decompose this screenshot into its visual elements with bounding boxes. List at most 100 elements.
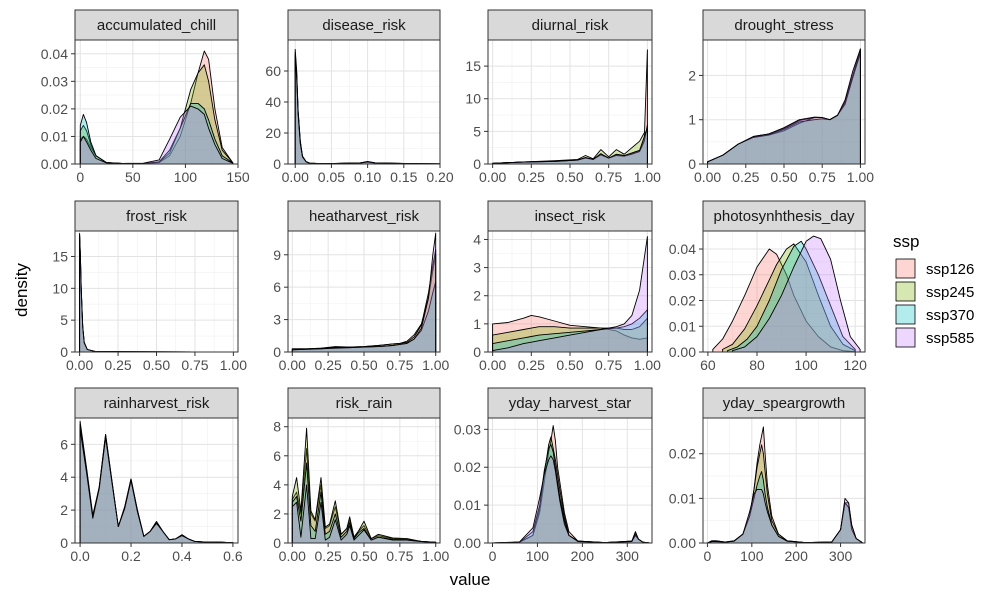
x-tick-label: 60 (700, 357, 716, 373)
facet-strip-label: disease_risk (322, 17, 406, 34)
facet-strip-label: insect_risk (535, 208, 606, 225)
x-tick-label: 50 (125, 169, 141, 185)
x-tick-label: 0.50 (143, 357, 170, 373)
x-tick-label: 0.75 (181, 357, 208, 373)
y-tick-label: 2 (473, 288, 481, 304)
legend-label: ssp126 (926, 261, 974, 278)
x-tick-label: 0.00 (479, 169, 506, 185)
y-tick-label: 0.01 (454, 497, 481, 513)
legend-item-ssp370: ssp370 (895, 304, 974, 325)
density-area-ssp245 (722, 243, 856, 353)
density-area-ssp585 (291, 484, 437, 544)
x-tick-label: 0.00 (279, 548, 306, 564)
x-tick-label: 0.00 (279, 357, 306, 373)
density-area-ssp126 (79, 50, 234, 165)
density-area-ssp585 (79, 105, 234, 165)
y-tick-label: 0.00 (454, 535, 481, 551)
density-area-ssp245 (291, 427, 437, 544)
panel-border (702, 230, 866, 353)
x-tick-label: 0.50 (770, 169, 797, 185)
panel-border (702, 39, 866, 165)
legend-item-ssp126: ssp126 (895, 258, 974, 279)
y-tick-label: 6 (273, 279, 281, 295)
density-area-ssp585 (291, 232, 437, 353)
facet-yday_harvest_star: yday_harvest_star 0 100 200 300 0.00 0.01 0.02 0… (454, 387, 653, 564)
x-tick-label: 0.25 (518, 357, 545, 373)
y-tick-label: 0.02 (41, 101, 68, 117)
panel-border (287, 417, 441, 544)
facet-strip (487, 387, 653, 419)
x-tick-label: 1.00 (634, 357, 661, 373)
legend-item-ssp585: ssp585 (895, 327, 974, 348)
facet-insect_risk: insect_risk 0.00 0.25 0.50 0.75 1.00 0 1 2 3 4 (473, 200, 661, 373)
density-area-ssp585 (706, 488, 864, 544)
y-tick-label: 0.03 (669, 267, 696, 283)
x-tick-label: 0.25 (104, 357, 131, 373)
y-tick-label: 9 (273, 247, 281, 263)
x-tick-label: 0.00 (479, 357, 506, 373)
x-axis-title: value (450, 570, 491, 589)
legend-key-background (895, 281, 916, 302)
y-tick-label: 1 (473, 316, 481, 332)
y-tick-label: 0 (60, 535, 68, 551)
y-tick-label: 4 (60, 469, 68, 485)
density-area-ssp370 (727, 240, 856, 353)
y-tick-label: 0 (273, 156, 281, 172)
facet-strip-label: yday_harvest_star (509, 395, 632, 412)
legend-key-swatch (895, 258, 916, 279)
y-tick-label: 1 (688, 112, 696, 128)
facet-accumulated_chill: accumulated_chill 0 50 100 150 0.00 0.01 0.02 0.… (41, 9, 250, 185)
y-tick-label: 0.01 (41, 128, 68, 144)
density-area-ssp245 (291, 248, 437, 353)
legend-key-swatch (895, 281, 916, 302)
legend-key-background (895, 258, 916, 279)
facet-strip (287, 9, 441, 41)
x-tick-label: 300 (829, 548, 853, 564)
density-area-ssp585 (492, 455, 651, 544)
y-tick-label: 0.02 (454, 459, 481, 475)
x-tick-label: 200 (785, 548, 809, 564)
density-area-ssp126 (712, 248, 856, 353)
legend-item-ssp245: ssp245 (895, 281, 974, 302)
y-tick-label: 4 (473, 231, 481, 247)
y-tick-label: 15 (52, 248, 68, 264)
y-tick-label: 3 (473, 260, 481, 276)
panel-background (488, 418, 652, 543)
density-area-ssp370 (492, 309, 648, 353)
legend-title: ssp (893, 232, 919, 251)
x-tick-label: 80 (749, 357, 765, 373)
density-area-ssp245 (492, 130, 648, 165)
legend-key-swatch (895, 327, 916, 348)
y-tick-label: 10 (465, 91, 481, 107)
x-tick-label: 0.50 (350, 357, 377, 373)
x-tick-label: 0.2 (121, 548, 141, 564)
facet-drought_stress: drought_stress 0.00 0.25 0.50 0.75 1.00 0 1 2 (688, 9, 874, 185)
facet-strip (287, 387, 441, 419)
y-tick-label: 15 (465, 58, 481, 74)
facet-strip (74, 200, 239, 232)
y-tick-label: 0.01 (669, 490, 696, 506)
y-tick-label: 5 (60, 312, 68, 328)
x-tick-label: 1.00 (422, 548, 449, 564)
panel-border (287, 230, 441, 353)
x-tick-label: 0.0 (70, 548, 90, 564)
x-tick-label: 100 (174, 169, 198, 185)
panel-border (74, 39, 239, 165)
panel-border (287, 39, 441, 165)
y-tick-label: 0 (273, 535, 281, 551)
y-tick-label: 0.03 (41, 73, 68, 89)
x-tick-label: 1.00 (847, 169, 874, 185)
legend-key-background (895, 304, 916, 325)
panel-border (702, 417, 866, 544)
x-tick-label: 120 (844, 357, 868, 373)
y-tick-label: 2 (273, 506, 281, 522)
y-tick-label: 10 (52, 280, 68, 296)
y-tick-label: 60 (265, 63, 281, 79)
x-tick-label: 1.00 (220, 357, 247, 373)
y-tick-label: 0.00 (669, 535, 696, 551)
x-tick-label: 0.50 (350, 548, 377, 564)
x-tick-label: 0.4 (172, 548, 192, 564)
y-axis-title: density (12, 263, 31, 317)
